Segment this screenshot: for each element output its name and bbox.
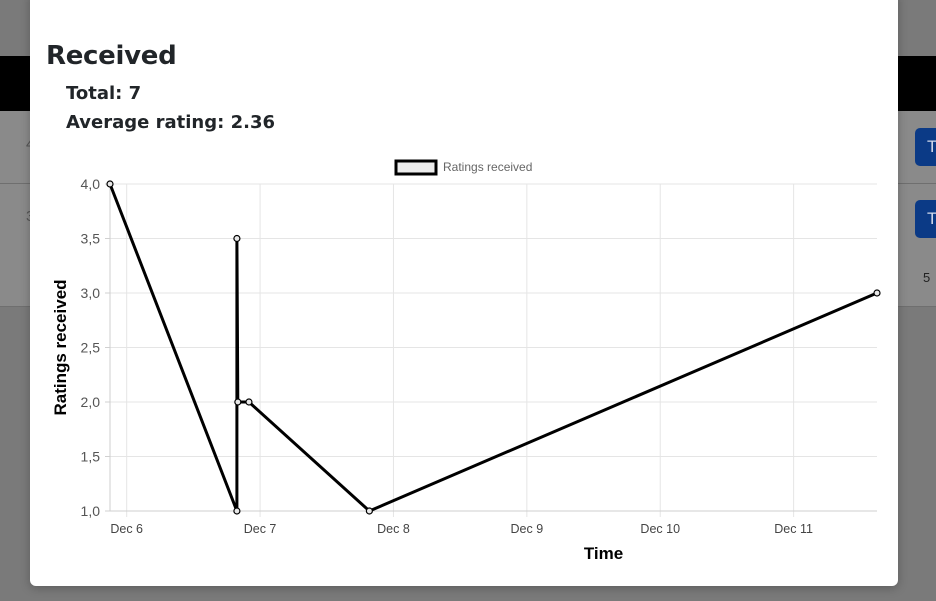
y-tick-label: 2,0 [81, 394, 101, 410]
data-point [365, 507, 373, 515]
y-tick-label: 4,0 [81, 176, 101, 192]
data-point [234, 398, 242, 406]
x-tick-label: Dec 7 [244, 522, 277, 536]
x-tick-label: Dec 11 [774, 522, 813, 536]
background-number: 5 [923, 270, 931, 285]
y-tick-label: 3,5 [81, 231, 101, 247]
legend-swatch [394, 159, 438, 176]
x-tick-label: Dec 10 [640, 522, 680, 536]
y-tick-label: 1,0 [81, 503, 101, 519]
y-tick-label: 3,0 [81, 285, 101, 301]
data-point [233, 507, 241, 515]
x-axis-title: Time [584, 544, 623, 563]
data-point [233, 234, 241, 243]
x-tick-label: Dec 8 [377, 522, 410, 536]
data-point [245, 398, 253, 406]
total-count: Total: 7 [66, 83, 142, 104]
x-tick-label: Dec 9 [511, 522, 544, 536]
y-tick-label: 1,5 [81, 449, 101, 465]
y-axis-title: Ratings received [51, 279, 70, 415]
y-tick-label: 2,5 [81, 340, 101, 356]
x-tick-label: Dec 6 [110, 522, 143, 536]
average-rating: Average rating: 2.36 [66, 112, 275, 133]
background-button[interactable]: T [915, 200, 936, 238]
modal-title: Received [46, 41, 177, 71]
data-point [873, 289, 881, 297]
background-button[interactable]: T [915, 128, 936, 166]
legend-label: Ratings received [443, 160, 532, 174]
data-point [106, 180, 114, 188]
